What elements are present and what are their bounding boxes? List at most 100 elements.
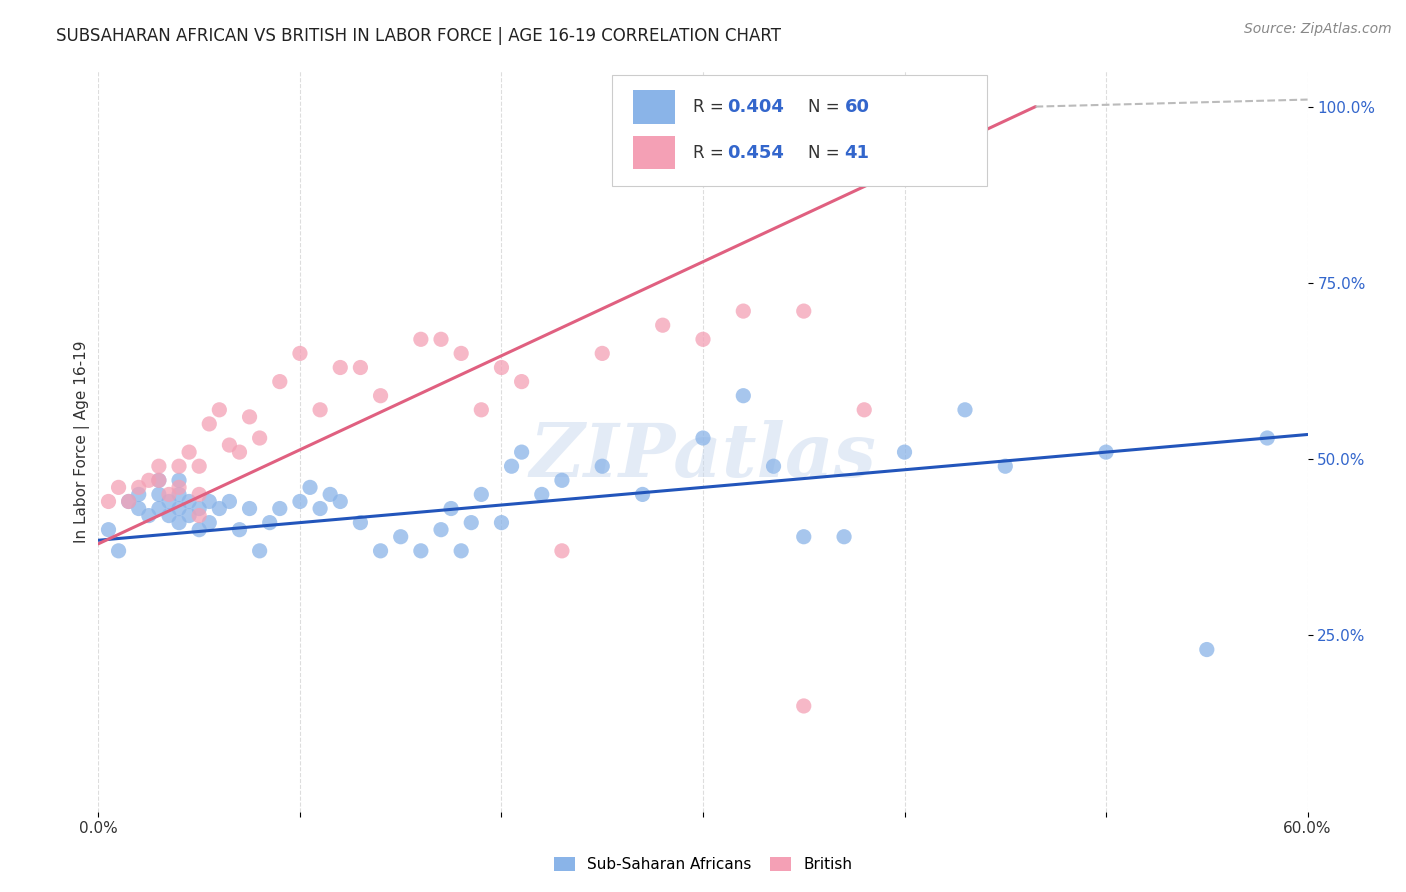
Point: [440, 501, 463, 516]
Point: [239, 409, 262, 424]
Point: [97, 523, 120, 537]
Point: [470, 402, 492, 417]
Point: [288, 494, 311, 508]
Text: 0.454: 0.454: [727, 144, 785, 161]
Point: [460, 516, 482, 530]
Point: [269, 375, 291, 389]
FancyBboxPatch shape: [633, 136, 675, 169]
Text: ZIPatlas: ZIPatlas: [530, 420, 876, 492]
Point: [118, 494, 141, 508]
Y-axis label: In Labor Force | Age 16-19: In Labor Force | Age 16-19: [75, 340, 90, 543]
Point: [107, 480, 129, 494]
Point: [329, 360, 352, 375]
Point: [249, 544, 271, 558]
Point: [148, 487, 170, 501]
Point: [138, 508, 160, 523]
Point: [491, 516, 513, 530]
Text: R =: R =: [693, 144, 730, 161]
Point: [228, 445, 250, 459]
Point: [733, 304, 755, 318]
Point: [793, 698, 815, 713]
Point: [370, 544, 392, 558]
Text: Source: ZipAtlas.com: Source: ZipAtlas.com: [1244, 22, 1392, 37]
Point: [167, 501, 190, 516]
Point: [409, 332, 432, 346]
Point: [329, 494, 352, 508]
Point: [239, 501, 262, 516]
Text: 41: 41: [845, 144, 869, 161]
Legend: Sub-Saharan Africans, British: Sub-Saharan Africans, British: [547, 851, 859, 878]
Point: [188, 459, 211, 474]
Point: [249, 431, 271, 445]
Point: [1095, 445, 1118, 459]
Point: [208, 402, 231, 417]
Point: [157, 494, 180, 508]
Point: [953, 402, 976, 417]
Point: [551, 473, 574, 487]
Point: [167, 459, 190, 474]
Point: [450, 346, 472, 360]
Text: N =: N =: [808, 98, 845, 116]
Point: [148, 501, 170, 516]
Point: [832, 530, 855, 544]
Point: [128, 501, 150, 516]
Point: [430, 332, 453, 346]
Point: [470, 487, 492, 501]
Point: [893, 106, 915, 120]
Point: [288, 346, 311, 360]
Text: N =: N =: [808, 144, 845, 161]
Point: [309, 402, 332, 417]
Point: [299, 480, 322, 494]
Point: [692, 431, 714, 445]
Point: [349, 516, 371, 530]
Point: [188, 501, 211, 516]
Point: [853, 402, 876, 417]
Point: [259, 516, 281, 530]
Point: [994, 459, 1017, 474]
Point: [218, 438, 240, 452]
Point: [631, 487, 654, 501]
Point: [148, 473, 170, 487]
Point: [551, 544, 574, 558]
Text: 0.404: 0.404: [727, 98, 785, 116]
Point: [651, 318, 673, 333]
Point: [450, 544, 472, 558]
Point: [128, 487, 150, 501]
Point: [198, 494, 221, 508]
Point: [762, 459, 785, 474]
FancyBboxPatch shape: [633, 90, 675, 124]
Point: [157, 508, 180, 523]
Point: [349, 360, 371, 375]
Point: [208, 501, 231, 516]
Point: [188, 508, 211, 523]
Point: [793, 530, 815, 544]
Point: [389, 530, 412, 544]
Point: [118, 494, 141, 508]
Point: [179, 494, 201, 508]
Point: [148, 459, 170, 474]
Point: [893, 445, 915, 459]
Point: [167, 473, 190, 487]
Point: [793, 304, 815, 318]
Point: [370, 389, 392, 403]
Point: [1256, 431, 1278, 445]
Point: [167, 516, 190, 530]
Point: [733, 389, 755, 403]
Point: [188, 487, 211, 501]
Point: [218, 494, 240, 508]
Point: [269, 501, 291, 516]
Point: [97, 494, 120, 508]
Point: [530, 487, 553, 501]
Point: [179, 508, 201, 523]
Point: [128, 480, 150, 494]
Point: [591, 459, 613, 474]
Point: [319, 487, 342, 501]
FancyBboxPatch shape: [613, 75, 987, 186]
Point: [148, 473, 170, 487]
Point: [501, 459, 523, 474]
Point: [157, 487, 180, 501]
Point: [591, 346, 613, 360]
Point: [198, 516, 221, 530]
Point: [309, 501, 332, 516]
Text: 60: 60: [845, 98, 869, 116]
